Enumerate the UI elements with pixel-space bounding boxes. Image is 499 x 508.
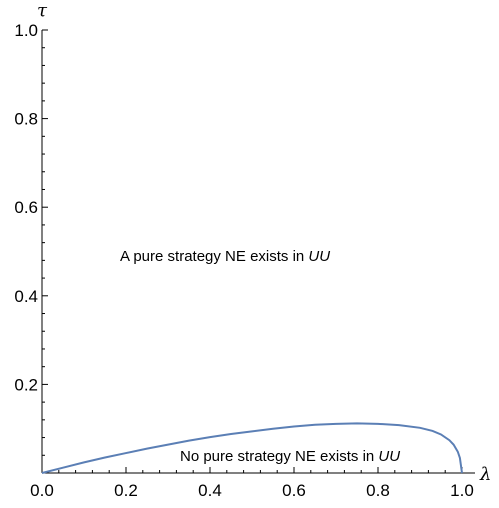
annotation-upper-text: A pure strategy NE exists in (120, 248, 308, 265)
y-tick-label: 0.6 (14, 198, 38, 217)
x-tick-label: 0.4 (198, 481, 222, 500)
y-tick-label: 0.8 (14, 110, 38, 129)
x-tick-label: 0.8 (366, 481, 390, 500)
annotation-lower: No pure strategy NE exists in UU (180, 448, 400, 465)
x-tick-label: 0.6 (282, 481, 306, 500)
y-tick-label: 0.2 (14, 375, 38, 394)
x-tick-label: 1.0 (450, 481, 474, 500)
x-ticks: 0.0 0.2 0.4 0.6 0.8 1.0 (30, 467, 474, 500)
y-ticks: 0.2 0.4 0.6 0.8 1.0 (14, 21, 48, 456)
annotation-upper-italic: UU (308, 248, 330, 265)
y-tick-label: 1.0 (14, 21, 38, 40)
y-tick-label: 0.4 (14, 287, 38, 306)
annotation-upper: A pure strategy NE exists in UU (120, 248, 330, 265)
boundary-curve (41, 422, 463, 474)
x-axis-label: λ (479, 464, 491, 485)
annotation-lower-text: No pure strategy NE exists in (180, 448, 378, 465)
y-axis-label: τ (37, 0, 48, 21)
x-tick-label: 0.0 (30, 481, 54, 500)
annotation-lower-italic: UU (378, 448, 400, 465)
x-tick-label: 0.2 (114, 481, 138, 500)
